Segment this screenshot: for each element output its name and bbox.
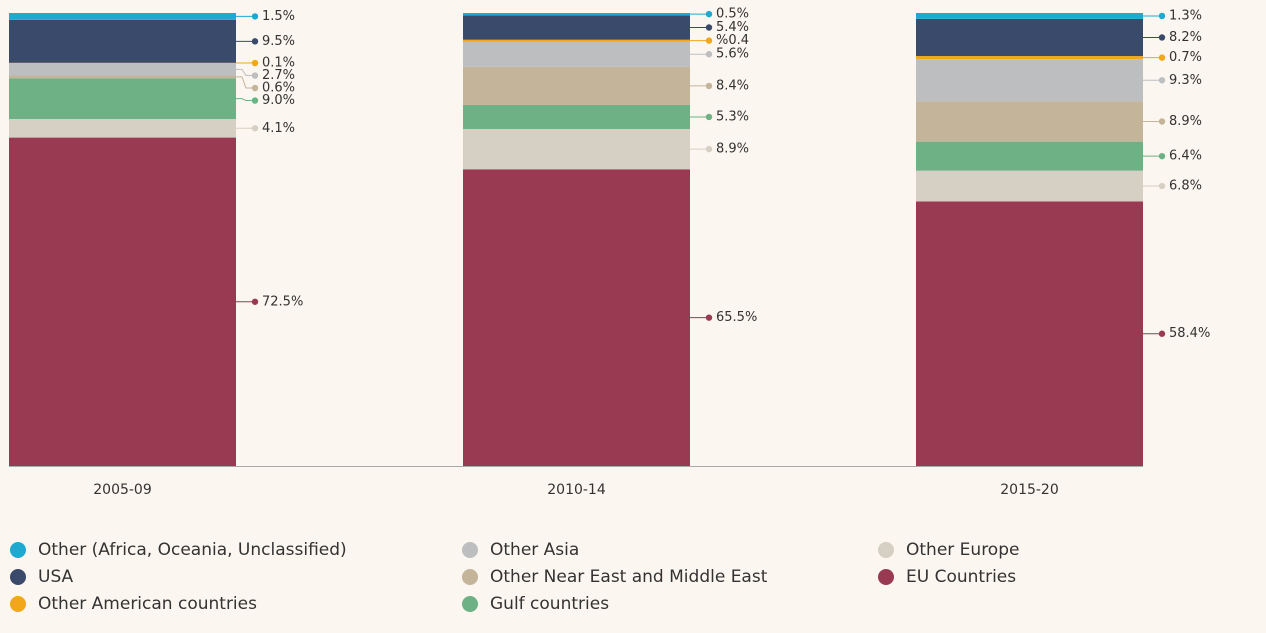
bar-segment — [9, 13, 236, 20]
bar-segment — [463, 41, 690, 67]
label-dot — [251, 97, 259, 104]
value-label: 8.4% — [716, 78, 749, 93]
label-dot — [251, 13, 259, 20]
value-label: 5.3% — [716, 109, 749, 124]
legend-swatch — [462, 569, 478, 585]
legend-label: Gulf countries — [490, 594, 609, 614]
legend-label: USA — [38, 567, 74, 587]
bar-segment — [463, 39, 690, 42]
legend-label: Other Asia — [490, 540, 579, 560]
label-dot — [251, 125, 259, 132]
label-dot — [251, 59, 259, 67]
value-label: 9.3% — [1169, 73, 1202, 88]
x-tick-label: 2010-14 — [547, 482, 606, 498]
bar-segment — [9, 63, 236, 76]
legend-swatch — [878, 569, 894, 585]
label-dot — [251, 38, 259, 45]
label-dot — [705, 24, 713, 31]
value-label: 5.4% — [716, 20, 749, 35]
label-dot — [251, 298, 259, 305]
value-label: 8.9% — [1169, 114, 1202, 129]
leader-line — [236, 68, 254, 77]
bar-segment — [916, 170, 1143, 202]
value-label: %0.4 — [716, 33, 749, 48]
bar-segment — [916, 59, 1143, 102]
label-dot — [705, 37, 713, 44]
value-label: 0.5% — [716, 7, 749, 22]
value-label: 0.7% — [1169, 50, 1202, 65]
leader-line — [236, 98, 254, 102]
label-dot — [251, 84, 259, 92]
x-tick-label: 2015-20 — [1000, 482, 1059, 498]
value-label: 0.6% — [262, 81, 295, 96]
bar-segment — [9, 19, 236, 63]
label-dot — [1158, 118, 1166, 125]
bar-segment — [9, 75, 236, 79]
value-label: 0.1% — [262, 56, 295, 71]
value-label: 9.5% — [262, 34, 295, 49]
label-dot — [1158, 182, 1166, 190]
bar-segment — [463, 13, 690, 16]
value-label: 1.5% — [262, 9, 295, 24]
legend-label: Other (Africa, Oceania, Unclassified) — [38, 540, 347, 560]
label-dot — [705, 10, 713, 18]
label-dot — [1158, 152, 1166, 160]
bar-segment — [916, 201, 1143, 466]
bar-segment — [9, 137, 236, 466]
label-dot — [1158, 54, 1166, 61]
label-dot — [705, 314, 713, 321]
label-dot — [705, 145, 713, 153]
legend-swatch — [462, 542, 478, 558]
bar-segment — [916, 13, 1143, 19]
bar-segment — [463, 15, 690, 40]
label-dot — [1158, 330, 1166, 337]
legend-label: Other American countries — [38, 594, 257, 614]
value-label: 65.5% — [716, 310, 757, 325]
label-dot — [1158, 34, 1166, 41]
value-label: 72.5% — [262, 294, 303, 309]
bar-segment — [463, 104, 690, 129]
label-dot — [1158, 12, 1166, 20]
value-label: 2.7% — [262, 68, 295, 83]
label-dot — [705, 51, 713, 58]
legend-swatch — [10, 542, 26, 558]
legend-swatch — [10, 569, 26, 585]
legend-label: Other Europe — [906, 540, 1019, 560]
leader-line — [236, 76, 254, 89]
value-label: 4.1% — [262, 121, 295, 136]
value-label: 8.9% — [716, 142, 749, 157]
value-label: 8.2% — [1169, 30, 1202, 45]
bar-segment — [9, 78, 236, 120]
value-label: 6.8% — [1169, 179, 1202, 194]
legend-swatch — [878, 542, 894, 558]
value-label: 6.4% — [1169, 149, 1202, 164]
legend-label: Other Near East and Middle East — [490, 567, 768, 587]
bar-segment — [916, 18, 1143, 57]
label-dot — [705, 82, 713, 90]
value-label: 5.6% — [716, 47, 749, 62]
label-dot — [1158, 77, 1166, 84]
value-label: 9.0% — [262, 93, 295, 108]
bar-segment — [463, 169, 690, 466]
legend-label: EU Countries — [906, 567, 1016, 587]
bar-segment — [9, 119, 236, 138]
label-dot — [705, 113, 713, 121]
x-tick-label: 2005-09 — [93, 482, 152, 498]
bar-segment — [916, 141, 1143, 171]
bar-segment — [463, 66, 690, 105]
label-dot — [251, 72, 259, 79]
value-label: 1.3% — [1169, 8, 1202, 23]
bar-segment — [916, 101, 1143, 142]
legend-swatch — [10, 596, 26, 612]
bar-segment — [463, 128, 690, 170]
legend-swatch — [462, 596, 478, 612]
value-label: 58.4% — [1169, 326, 1210, 341]
bar-segment — [916, 56, 1143, 60]
